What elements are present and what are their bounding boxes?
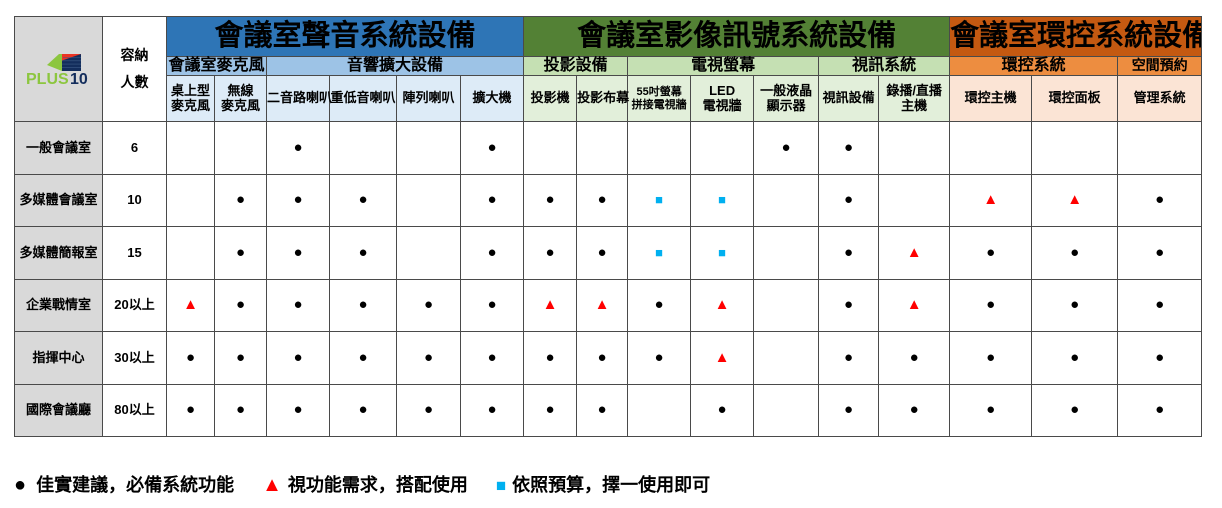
svg-text:10: 10	[70, 71, 88, 88]
svg-text:PLUS: PLUS	[26, 71, 69, 88]
